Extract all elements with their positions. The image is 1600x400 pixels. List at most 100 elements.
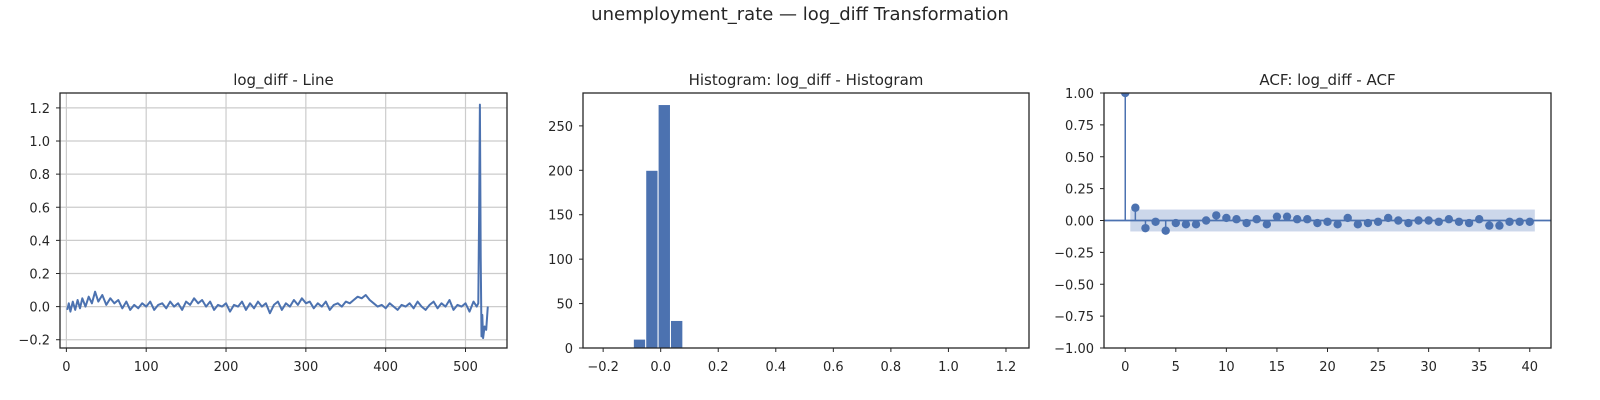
x-tick-label: 35 xyxy=(1471,360,1488,375)
acf-marker xyxy=(1373,217,1383,226)
subplot-title: Histogram: log_diff - Histogram xyxy=(689,71,924,90)
y-tick-label: −0.50 xyxy=(1054,278,1094,293)
y-tick-label: −0.75 xyxy=(1054,310,1094,325)
acf-marker xyxy=(1121,93,1130,98)
plot-area xyxy=(1104,93,1551,235)
acf-marker xyxy=(1161,226,1170,235)
figure-title: unemployment_rate — log_diff Transformat… xyxy=(591,4,1009,25)
acf-marker xyxy=(1353,220,1363,229)
y-tick-label: 0 xyxy=(565,342,573,357)
acf-marker xyxy=(1414,216,1423,225)
acf-marker xyxy=(1495,221,1504,230)
acf-marker xyxy=(1383,213,1393,223)
acf-marker xyxy=(1201,216,1211,225)
series-line xyxy=(66,103,489,340)
acf-marker xyxy=(1242,218,1251,228)
x-tick-label: 0.4 xyxy=(765,360,786,375)
x-tick-label: −0.2 xyxy=(587,360,619,375)
x-tick-label: 200 xyxy=(214,360,239,375)
acf-marker xyxy=(1131,203,1140,212)
acf-marker xyxy=(1323,217,1332,226)
x-tick-label: 40 xyxy=(1521,360,1538,375)
acf-marker xyxy=(1505,217,1514,226)
x-tick-label: 1.2 xyxy=(996,360,1017,375)
acf-marker xyxy=(1444,215,1454,224)
y-tick-label: 250 xyxy=(548,120,573,135)
subplot-title: ACF: log_diff - ACF xyxy=(1259,71,1395,90)
acf-marker xyxy=(1262,220,1272,229)
y-tick-label: 100 xyxy=(548,253,573,268)
x-tick-label: 20 xyxy=(1319,360,1336,375)
y-tick-label: −1.00 xyxy=(1054,342,1094,357)
acf-marker xyxy=(1434,217,1443,226)
subplot-line: log_diff - Line 0 100 200 300 400 500 −0.2 0.0 0.… xyxy=(18,71,508,375)
x-tick-label: 0.2 xyxy=(708,360,729,375)
subplot-title: log_diff - Line xyxy=(233,71,334,90)
acf-marker xyxy=(1363,218,1373,228)
histogram-bar xyxy=(669,319,684,348)
y-tick-label: 0.00 xyxy=(1065,215,1094,230)
y-tick-label: 0.8 xyxy=(29,168,50,183)
acf-marker xyxy=(1333,220,1342,229)
x-tick-label: 0 xyxy=(1121,360,1129,375)
y-tick-label: 1.2 xyxy=(29,102,50,117)
y-tick-label: 0.4 xyxy=(29,234,50,249)
acf-marker xyxy=(1141,223,1150,233)
acf-marker xyxy=(1404,218,1413,228)
acf-marker xyxy=(1454,217,1464,226)
acf-marker xyxy=(1515,217,1524,226)
acf-marker xyxy=(1181,220,1191,229)
histogram-bar xyxy=(657,104,671,348)
x-tick-label: 100 xyxy=(134,360,159,375)
acf-marker xyxy=(1252,215,1261,224)
x-tick-label: 0.0 xyxy=(650,360,671,375)
x-tick-label: 0.6 xyxy=(823,360,844,375)
subplot-acf: ACF: log_diff - ACF 0 5 10 15 20 25 30 35 40 −1.00… xyxy=(1054,71,1552,375)
acf-marker xyxy=(1292,215,1302,224)
y-tick-label: 0.75 xyxy=(1065,119,1094,134)
axes-frame xyxy=(582,92,1030,349)
y-tick-label: −0.2 xyxy=(18,334,50,349)
y-tick-label: 0.0 xyxy=(29,301,50,316)
acf-marker xyxy=(1232,215,1241,224)
subplot-hist: Histogram: log_diff - Histogram −0.2 0.0 0.… xyxy=(548,71,1030,375)
acf-marker xyxy=(1485,221,1494,230)
y-tick-label: 150 xyxy=(548,209,573,224)
x-tick-label: 10 xyxy=(1218,360,1235,375)
y-tick-label: 0.50 xyxy=(1065,151,1094,166)
x-tick-label: 25 xyxy=(1370,360,1387,375)
plot-area xyxy=(66,103,489,340)
x-tick-label: 30 xyxy=(1420,360,1437,375)
x-tick-label: 300 xyxy=(293,360,318,375)
y-tick-label: 1.0 xyxy=(29,135,50,150)
acf-marker xyxy=(1394,216,1403,225)
acf-marker xyxy=(1343,213,1352,223)
acf-marker xyxy=(1303,215,1312,224)
acf-marker xyxy=(1313,218,1322,228)
acf-marker xyxy=(1191,220,1201,229)
x-tick-label: 400 xyxy=(373,360,398,375)
axes-frame xyxy=(1103,92,1552,349)
acf-marker xyxy=(1525,217,1534,226)
y-tick-label: 0.2 xyxy=(29,267,50,282)
acf-marker xyxy=(1272,212,1282,221)
acf-marker xyxy=(1282,212,1292,221)
acf-marker xyxy=(1424,216,1433,225)
y-tick-label: 200 xyxy=(548,164,573,179)
acf-marker xyxy=(1151,217,1160,226)
acf-marker xyxy=(1171,218,1181,228)
axes-frame xyxy=(59,92,508,349)
acf-marker xyxy=(1212,211,1221,220)
x-tick-label: 500 xyxy=(453,360,478,375)
y-tick-label: −0.25 xyxy=(1054,246,1094,261)
x-tick-label: 15 xyxy=(1269,360,1286,375)
x-tick-label: 0.8 xyxy=(881,360,902,375)
acf-marker xyxy=(1222,213,1231,223)
y-tick-label: 0.6 xyxy=(29,201,50,216)
plot-area xyxy=(632,104,684,348)
acf-marker xyxy=(1464,218,1474,228)
acf-marker xyxy=(1474,215,1484,224)
y-tick-label: 50 xyxy=(556,298,573,313)
y-tick-label: 0.25 xyxy=(1065,183,1094,198)
